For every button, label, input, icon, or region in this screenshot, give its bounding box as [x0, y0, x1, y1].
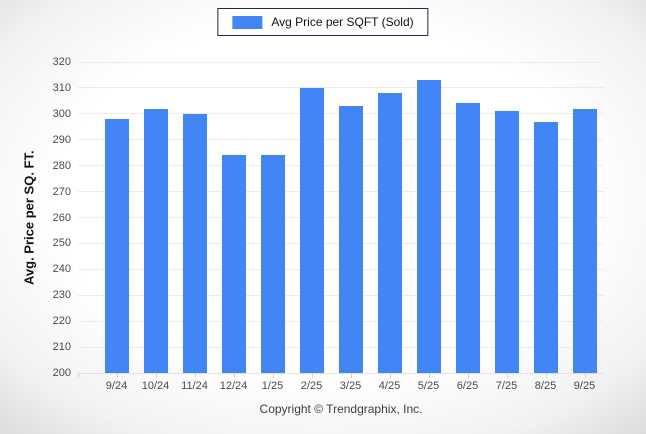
- x-tick-label: 11/24: [181, 380, 208, 392]
- bar: [143, 108, 168, 373]
- bar: [182, 113, 207, 373]
- x-tick-label: 5/25: [417, 380, 440, 392]
- x-tick-label: 8/25: [534, 380, 557, 392]
- x-tick-label: 7/25: [495, 380, 518, 392]
- legend: Avg Price per SQFT (Sold): [217, 8, 429, 36]
- y-tick-label: 310: [52, 81, 71, 94]
- x-axis-tick: [350, 373, 352, 378]
- bar: [572, 108, 597, 373]
- bar: [260, 155, 285, 373]
- legend-swatch-icon: [232, 15, 263, 29]
- bar: [377, 93, 402, 373]
- plot-area: 200 210 220 230 240 250 260 270 280 290 300 310 320 9…: [53, 56, 604, 392]
- x-axis-tick: [428, 373, 430, 378]
- bar: [494, 111, 519, 373]
- gridline: [78, 61, 604, 63]
- x-axis-tick: [389, 373, 391, 378]
- x-tick-label: 4/25: [378, 380, 401, 392]
- x-tick-label: 2/25: [300, 380, 323, 392]
- x-tick-label: 9/24: [105, 380, 128, 392]
- y-tick-label: 230: [52, 289, 71, 302]
- y-tick-label: 250: [52, 237, 71, 250]
- y-tick-label: 200: [52, 367, 71, 379]
- x-tick-label: 1/25: [261, 380, 284, 392]
- x-axis-tick: [311, 373, 313, 378]
- x-tick-label: 12/24: [219, 380, 248, 392]
- y-tick-label: 240: [52, 263, 71, 276]
- legend-label: Avg Price per SQFT (Sold): [271, 15, 414, 29]
- copyright-text: Copyright © Trendgraphix, Inc.: [259, 402, 423, 416]
- x-axis-tick: [233, 373, 235, 378]
- x-tick-label: 6/25: [456, 380, 479, 392]
- y-tick-label: 320: [52, 56, 71, 68]
- bar: [299, 87, 324, 373]
- y-tick-label: 300: [52, 107, 71, 120]
- x-axis-tick: [155, 373, 157, 378]
- y-tick-label: 280: [52, 159, 71, 172]
- bar: [455, 103, 480, 373]
- x-tick-label: 10/24: [141, 380, 170, 392]
- y-tick-label: 260: [52, 211, 71, 224]
- x-tick-label: 3/25: [339, 380, 362, 392]
- y-tick-label: 220: [52, 315, 71, 328]
- x-axis-tick: [194, 373, 196, 378]
- x-axis-tick: [545, 373, 547, 378]
- x-axis-tick: [467, 373, 469, 378]
- x-axis-tick: [584, 373, 586, 378]
- bar: [104, 119, 129, 373]
- y-tick-label: 270: [52, 185, 71, 198]
- y-tick-label: 210: [52, 341, 71, 354]
- x-axis-tick: [506, 373, 508, 378]
- gridline: [78, 372, 604, 374]
- gridline: [78, 87, 604, 89]
- bar: [416, 80, 441, 373]
- x-axis-tick: [272, 373, 274, 378]
- bar: [221, 155, 246, 373]
- bar: [533, 121, 558, 373]
- x-axis-tick: [78, 373, 79, 378]
- x-axis-tick: [116, 373, 118, 378]
- x-tick-label: 9/25: [573, 380, 596, 392]
- y-tick-label: 290: [52, 133, 71, 146]
- bar: [338, 106, 363, 373]
